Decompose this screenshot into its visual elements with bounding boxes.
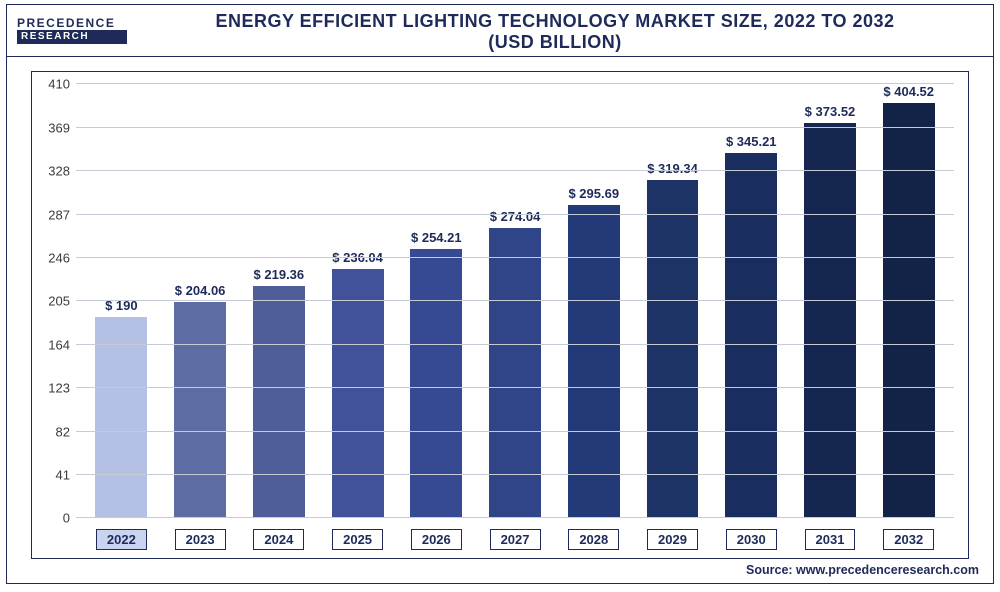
gridline [76, 214, 954, 215]
bar-wrap: $ 254.21 [397, 84, 476, 518]
chart-title: ENERGY EFFICIENT LIGHTING TECHNOLOGY MAR… [127, 11, 983, 52]
logo-line2: RESEARCH [17, 30, 127, 44]
xtick: 2026 [397, 529, 476, 550]
xtick-label: 2029 [647, 529, 698, 550]
xtick: 2027 [476, 529, 555, 550]
xtick: 2031 [791, 529, 870, 550]
ytick-label: 287 [48, 207, 70, 222]
bar-value-label: $ 274.04 [490, 209, 541, 224]
ytick-label: 328 [48, 164, 70, 179]
bar-value-label: $ 254.21 [411, 230, 462, 245]
xtick: 2029 [633, 529, 712, 550]
ytick-label: 246 [48, 250, 70, 265]
bar-wrap: $ 204.06 [161, 84, 240, 518]
chart-container: PRECEDENCE RESEARCH ENERGY EFFICIENT LIG… [6, 4, 994, 584]
xtick-label: 2032 [883, 529, 934, 550]
gridline [76, 517, 954, 518]
gridline [76, 474, 954, 475]
bar-wrap: $ 404.52 [869, 84, 948, 518]
bar [174, 302, 226, 518]
bar-value-label: $ 319.34 [647, 161, 698, 176]
bar-value-label: $ 204.06 [175, 283, 226, 298]
ytick-label: 164 [48, 337, 70, 352]
xtick: 2023 [161, 529, 240, 550]
xtick: 2022 [82, 529, 161, 550]
bar-wrap: $ 236.04 [318, 84, 397, 518]
bar-wrap: $ 345.21 [712, 84, 791, 518]
xtick-label: 2030 [726, 529, 777, 550]
bar-wrap: $ 274.04 [476, 84, 555, 518]
logo-line1: PRECEDENCE [17, 17, 127, 29]
bar-wrap: $ 190 [82, 84, 161, 518]
title-line2: (USD BILLION) [127, 32, 983, 53]
xtick-label: 2022 [96, 529, 147, 550]
bar-wrap: $ 295.69 [554, 84, 633, 518]
xtick-label: 2024 [253, 529, 304, 550]
bar-value-label: $ 345.21 [726, 134, 777, 149]
gridline [76, 344, 954, 345]
ytick-label: 41 [56, 467, 70, 482]
bar [253, 286, 305, 518]
bar-wrap: $ 219.36 [239, 84, 318, 518]
xtick-label: 2025 [332, 529, 383, 550]
bar-value-label: $ 404.52 [883, 84, 934, 99]
ytick-label: 205 [48, 294, 70, 309]
ytick-label: 410 [48, 77, 70, 92]
xtick: 2024 [239, 529, 318, 550]
gridline [76, 431, 954, 432]
header: PRECEDENCE RESEARCH ENERGY EFFICIENT LIG… [7, 5, 993, 57]
xtick: 2025 [318, 529, 397, 550]
source-text: Source: www.precedenceresearch.com [746, 563, 979, 577]
xtick: 2030 [712, 529, 791, 550]
bars-group: $ 190 $ 204.06 $ 219.36 $ 236.04 $ 254.21 $ 2… [76, 84, 954, 518]
bar [95, 317, 147, 518]
xtick: 2032 [869, 529, 948, 550]
xtick-label: 2026 [411, 529, 462, 550]
bar-wrap: $ 319.34 [633, 84, 712, 518]
bar-wrap: $ 373.52 [791, 84, 870, 518]
bar-value-label: $ 219.36 [254, 267, 305, 282]
gridline [76, 127, 954, 128]
xtick-label: 2027 [490, 529, 541, 550]
x-axis: 2022 2023 2024 2025 2026 2027 2028 2029 2030 2031… [76, 529, 954, 550]
bar [332, 269, 384, 519]
gridline [76, 257, 954, 258]
bar [410, 249, 462, 518]
ytick-label: 123 [48, 381, 70, 396]
bar [647, 180, 699, 518]
gridline [76, 300, 954, 301]
gridline [76, 83, 954, 84]
xtick-label: 2028 [568, 529, 619, 550]
bar-value-label: $ 295.69 [568, 186, 619, 201]
ytick-label: 82 [56, 424, 70, 439]
gridline [76, 170, 954, 171]
plot-region: $ 190 $ 204.06 $ 219.36 $ 236.04 $ 254.21 $ 2… [76, 84, 954, 518]
xtick: 2028 [554, 529, 633, 550]
xtick-label: 2031 [805, 529, 856, 550]
chart-area: $ 190 $ 204.06 $ 219.36 $ 236.04 $ 254.21 $ 2… [31, 71, 969, 559]
ytick-label: 0 [63, 511, 70, 526]
logo: PRECEDENCE RESEARCH [17, 17, 127, 47]
bar [568, 205, 620, 518]
bar [725, 153, 777, 518]
title-line1: ENERGY EFFICIENT LIGHTING TECHNOLOGY MAR… [127, 11, 983, 32]
bar [804, 123, 856, 518]
bar [883, 103, 935, 518]
gridline [76, 387, 954, 388]
ytick-label: 369 [48, 120, 70, 135]
bar-value-label: $ 373.52 [805, 104, 856, 119]
xtick-label: 2023 [175, 529, 226, 550]
